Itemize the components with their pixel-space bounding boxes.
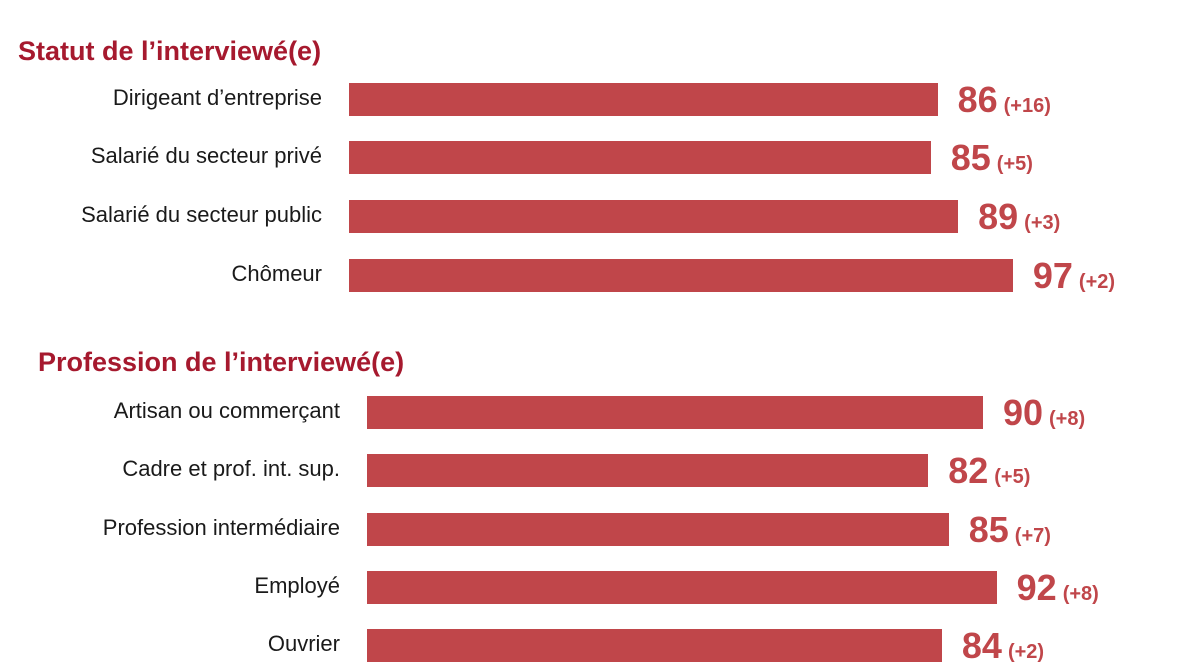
value-label: 90 (+8) [1003, 392, 1085, 434]
data-delta: (+5) [994, 466, 1031, 488]
value-label: 85 (+7) [969, 509, 1051, 551]
data-value: 90 [1002, 392, 1043, 433]
value-label: 84 (+2) [962, 625, 1044, 667]
category-label: Salarié du secteur public [81, 202, 322, 227]
data-value: 85 [968, 509, 1009, 550]
data-value: 86 [957, 79, 998, 120]
category-label: Chômeur [231, 261, 322, 286]
data-delta: (+3) [1024, 212, 1061, 234]
category-label: Ouvrier [267, 631, 340, 656]
value-label: 82 (+5) [948, 450, 1030, 492]
bar [349, 200, 959, 233]
data-delta: (+16) [1003, 95, 1051, 117]
data-value: 85 [950, 137, 991, 178]
value-label: 85 (+5) [951, 137, 1033, 179]
data-delta: (+2) [1078, 271, 1116, 293]
value-label: 97 (+2) [1033, 255, 1115, 297]
category-label: Dirigeant d’entreprise [112, 85, 322, 110]
bar [367, 454, 929, 487]
value-label: 86 (+16) [958, 79, 1051, 121]
data-delta: (+5) [996, 153, 1033, 175]
bar [349, 83, 938, 116]
bar [367, 571, 997, 604]
data-value: 84 [961, 625, 1002, 666]
data-delta: (+8) [1062, 583, 1099, 605]
category-label: Salarié du secteur privé [90, 143, 322, 168]
category-label: Employé [254, 573, 340, 598]
category-label: Artisan ou commerçant [113, 398, 340, 423]
bar [367, 629, 942, 662]
data-value: 97 [1032, 255, 1073, 296]
chart-title: Profession de l’interviewé(e) [38, 347, 405, 377]
data-delta: (+2) [1007, 641, 1045, 663]
bar [367, 513, 949, 546]
value-label: 92 (+8) [1017, 567, 1099, 609]
data-delta: (+7) [1014, 525, 1051, 547]
bar [367, 396, 983, 429]
data-value: 82 [948, 450, 989, 491]
data-value: 89 [978, 196, 1019, 237]
data-delta: (+8) [1049, 408, 1086, 430]
category-label: Profession intermédiaire [102, 515, 340, 540]
category-label: Cadre et prof. int. sup. [122, 456, 340, 481]
bar [349, 259, 1013, 292]
data-value: 92 [1016, 567, 1057, 608]
chart-title: Statut de l’interviewé(e) [18, 36, 322, 66]
value-label: 89 (+3) [978, 196, 1060, 238]
bar [349, 141, 931, 174]
